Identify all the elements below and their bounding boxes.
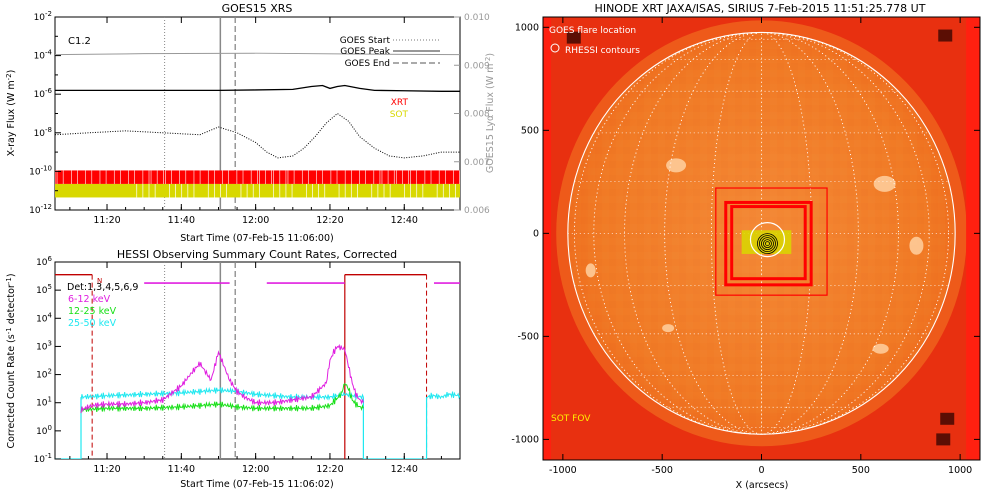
goes-xtick-label: 11:40 (168, 215, 195, 226)
sun-dark-patch (936, 433, 950, 445)
sun-bright-region (873, 344, 889, 354)
hessi-title: HESSI Observing Summary Count Rates, Cor… (117, 248, 397, 261)
xrt-xtick-label: -1000 (549, 465, 577, 476)
hessi-legend-12-25: 12-25 keV (68, 306, 117, 317)
sun-dark-patch (938, 30, 952, 42)
goes-sot-bar (55, 184, 460, 198)
xrt-ytick-label: -1000 (511, 434, 539, 445)
hessi-panel: HESSI Observing Summary Count Rates, Cor… (5, 248, 460, 490)
goes-panel: GOES15 XRS 11:20 11:40 12:00 12:20 12:40 10-2… (5, 2, 496, 244)
sun-edge-strip (966, 17, 980, 460)
xrt-ytick-label: 0 (533, 228, 539, 239)
hessi-ytick-label: 100 (36, 424, 52, 437)
goes-ytick-label: 10-2 (34, 10, 52, 23)
hessi-xtick-label: 12:40 (391, 464, 418, 475)
goes-legend-end: GOES End (345, 59, 390, 69)
hessi-legend-6-12: 6-12 keV (68, 294, 111, 305)
hessi-flag-label: N (97, 277, 102, 285)
hessi-ytick-label: 103 (36, 339, 52, 352)
hessi-xtick-label: 11:20 (93, 464, 120, 475)
goes-ylabel: X-ray Flux (W m-2) (5, 70, 17, 157)
goes-ytick-label: 10-6 (34, 87, 53, 100)
goes-ytick-label: 10-10 (29, 164, 52, 177)
sun-bright-region (666, 158, 686, 172)
sun-bright-region (586, 263, 596, 277)
hessi-xtick-label: 12:20 (316, 464, 343, 475)
hessi-ytick-label: 104 (36, 311, 52, 324)
goes-ylabel-right: GOES15 Lyα Flux (W m-2) (484, 53, 496, 173)
sun-bright-region (874, 176, 896, 192)
goes-legend-start: GOES Start (340, 36, 391, 46)
xrt-image-panel: HINODE XRT JAXA/ISAS, SIRIUS 7-Feb-2015 … (511, 2, 980, 491)
hessi-ytick-label: 102 (36, 368, 52, 381)
goes-xtick-label: 12:00 (242, 215, 269, 226)
xrt-xtick-label: -500 (651, 465, 673, 476)
hessi-legend-25-50: 25-50 keV (68, 318, 117, 329)
goes-sot-label: SOT (390, 110, 409, 120)
goes-legend-peak: GOES Peak (340, 47, 390, 57)
goes-ytick-label: 10-12 (29, 203, 52, 216)
hessi-xtick-label: 11:40 (168, 464, 195, 475)
goes-ytick-label: 10-8 (34, 126, 52, 139)
hessi-ytick-label: 106 (36, 255, 52, 268)
hessi-legend-detectors: Det:1,3,4,5,6,9 (67, 282, 138, 293)
xrt-legend-rhessi: RHESSI contours (565, 46, 640, 56)
goes-xlabel: Start Time (07-Feb-15 11:06:00) (180, 233, 333, 244)
goes-xtick-label: 11:20 (93, 215, 120, 226)
goes-y2tick-label: 0.010 (464, 13, 490, 23)
goes-xrt-label: XRT (391, 98, 409, 108)
goes-title: GOES15 XRS (222, 2, 293, 15)
goes-xtick-label: 12:20 (316, 215, 343, 226)
goes-ytick-label: 10-4 (34, 49, 53, 62)
hessi-ytick-label: 10-1 (34, 452, 52, 465)
sun-dark-patch (940, 413, 954, 425)
xrt-legend-goes-location: GOES flare location (549, 26, 636, 36)
hessi-ytick-label: 101 (36, 396, 52, 409)
goes-class-annotation: C1.2 (68, 36, 91, 47)
hessi-ytick-label: 105 (36, 283, 52, 296)
xrt-sot-fov-label: SOT FOV (551, 414, 591, 424)
goes-y2tick-label: 0.006 (464, 206, 490, 216)
goes-xtick-label: 12:40 (391, 215, 418, 226)
xrt-xtick-label: 500 (852, 465, 870, 476)
hessi-xlabel: Start Time (07-Feb-15 11:06:02) (180, 479, 333, 490)
xrt-xlabel: X (arcsecs) (736, 480, 789, 491)
hessi-xtick-label: 12:00 (242, 464, 269, 475)
xrt-ytick-label: -500 (517, 331, 539, 342)
hessi-ylabel: Corrected Count Rate (s-1 detector-1) (5, 273, 17, 448)
xrt-title: HINODE XRT JAXA/ISAS, SIRIUS 7-Feb-2015 … (595, 2, 926, 15)
sun-edge-strip-left (543, 17, 551, 460)
xrt-xtick-label: 0 (758, 465, 764, 476)
xrt-ytick-label: 1000 (515, 22, 539, 33)
xrt-xtick-label: 1000 (948, 465, 972, 476)
sun-bright-region (909, 237, 923, 255)
sun-bright-region (662, 324, 674, 332)
xrt-ytick-label: 500 (521, 125, 539, 136)
